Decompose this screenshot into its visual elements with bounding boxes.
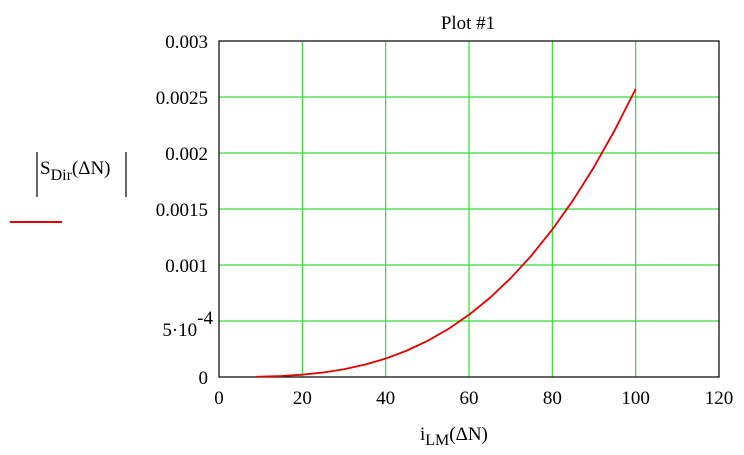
x-axis-label-subscript: LM [425, 432, 449, 449]
x-tick-label: 0 [214, 388, 224, 409]
x-tick-label: 40 [376, 388, 395, 409]
y-tick-label: 0.001 [165, 256, 208, 277]
x-tick-label: 120 [705, 388, 734, 409]
chart-title: Plot #1 [441, 13, 495, 34]
y-axis-label-text: SDir(ΔN) [40, 158, 111, 184]
plot-frame [218, 40, 720, 378]
y-tick-label: 5·10-4 [162, 308, 213, 341]
y-tick-label: 0.0015 [156, 200, 208, 221]
y-axis-label-argument: (ΔN) [72, 158, 111, 179]
series-layer [256, 88, 637, 378]
x-tick-labels: 0 20 40 60 80 100 120 [214, 388, 733, 409]
x-axis-label: iLM(ΔN) [420, 424, 488, 449]
x-tick-label: 80 [543, 388, 562, 409]
x-tick-label: 100 [621, 388, 650, 409]
y-axis-label-subscript: Dir [51, 167, 73, 184]
y-tick-label: 0.0025 [156, 88, 208, 109]
x-axis-label-main: i [420, 424, 425, 445]
y-axis-label-main: S [40, 158, 51, 179]
series-line-0 [256, 88, 637, 378]
grid [219, 41, 719, 377]
x-tick-label: 20 [293, 388, 312, 409]
y-tick-label: 0.002 [165, 144, 208, 165]
y-tick-labels: 0 5·10-4 0.001 0.0015 0.002 0.0025 0.003 [156, 32, 214, 389]
x-tick-label: 60 [460, 388, 479, 409]
x-axis-label-argument: (ΔN) [449, 424, 488, 445]
y-tick-label: 0 [199, 368, 209, 389]
y-tick-label: 0.003 [165, 32, 208, 53]
y-axis-label: SDir(ΔN) [10, 152, 127, 223]
